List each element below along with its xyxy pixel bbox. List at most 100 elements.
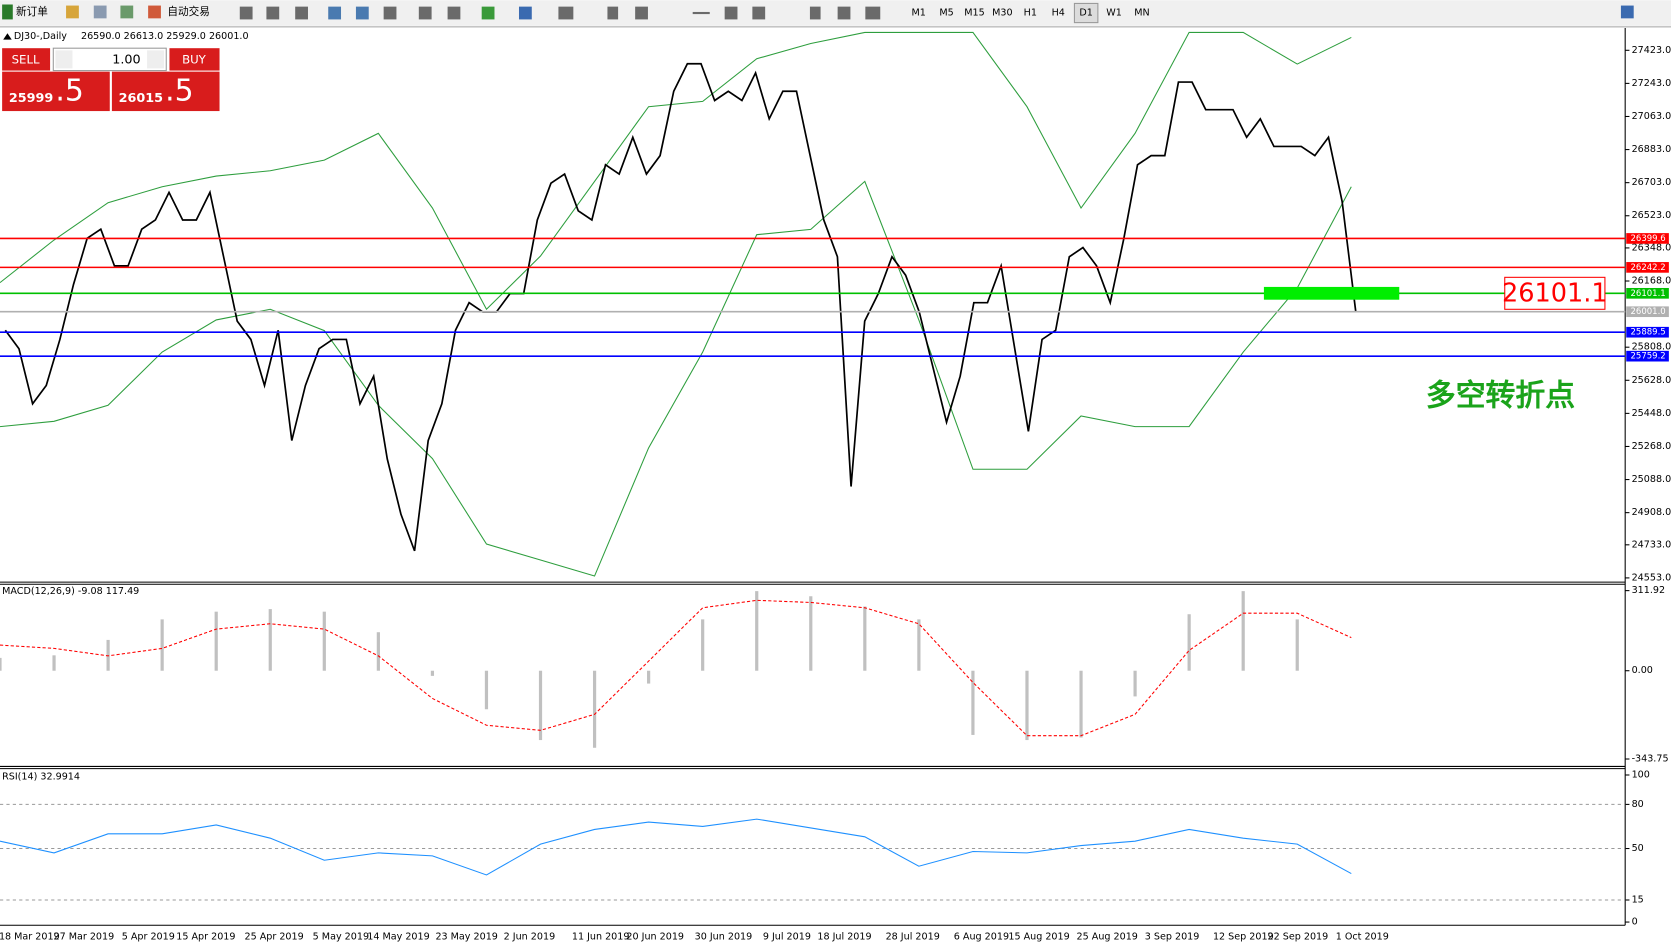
y-tick-label: 27423.0: [1632, 45, 1671, 56]
bid-box[interactable]: [2, 71, 110, 112]
level-label-box: [1626, 306, 1669, 318]
spin-down[interactable]: [55, 50, 73, 69]
sell-label[interactable]: SELL: [12, 52, 40, 66]
icon[interactable]: [383, 6, 397, 20]
marker-label: 26101.1: [1502, 278, 1608, 308]
icon[interactable]: [607, 6, 619, 20]
icon[interactable]: [148, 5, 161, 19]
icon[interactable]: [355, 6, 369, 20]
y-tick-label: 25268.0: [1632, 441, 1671, 452]
x-tick-label: 23 May 2019: [435, 931, 497, 942]
icon[interactable]: [93, 5, 107, 19]
annotation: 多空转折点: [1426, 379, 1575, 414]
x-tick-label: 30 Jun 2019: [695, 931, 753, 942]
timeframe[interactable]: M1: [911, 8, 925, 19]
trade-panel: SELL 1.00 BUY 25999 .5 26015 .5: [2, 47, 220, 112]
macd-bar: [214, 611, 218, 671]
timeframe[interactable]: H1: [1024, 8, 1037, 19]
macd-bar: [1241, 591, 1245, 671]
y-tick-label: 27063.0: [1632, 111, 1671, 122]
icon[interactable]: [328, 6, 342, 20]
x-tick-label: 2 Jun 2019: [504, 931, 556, 942]
y-tick-label: 26703.0: [1632, 177, 1671, 188]
marker-box: [1504, 276, 1606, 310]
y-tick-label: 26883.0: [1632, 144, 1671, 155]
y-tick-label: 0.00: [1632, 665, 1653, 676]
icon[interactable]: [266, 6, 280, 20]
x-tick-label: 5 Apr 2019: [122, 931, 175, 942]
x-tick-label: 12 Sep 2019: [1213, 931, 1274, 942]
timeframe[interactable]: W1: [1106, 8, 1122, 19]
icon[interactable]: [481, 6, 495, 20]
icon[interactable]: [239, 6, 253, 20]
icon[interactable]: [837, 6, 851, 20]
level-label: 26399.6: [1631, 234, 1666, 244]
icon[interactable]: [635, 6, 648, 20]
x-tick-label: 3 Sep 2019: [1145, 931, 1200, 942]
timeframe[interactable]: M5: [939, 8, 953, 19]
icon[interactable]: [2, 4, 13, 20]
chart-title: DJ30-,Daily: [14, 31, 67, 42]
macd-bar: [755, 591, 759, 671]
buy-button[interactable]: [169, 48, 220, 71]
macd-bar: [0, 657, 2, 671]
macd-bar: [1079, 670, 1083, 738]
icon[interactable]: [66, 5, 79, 19]
auto-trading[interactable]: 自动交易: [167, 5, 210, 18]
timeframe[interactable]: H4: [1052, 8, 1065, 19]
x-tick-label: 6 Aug 2019: [954, 931, 1009, 942]
icon[interactable]: [809, 6, 821, 20]
level-label: 26101.1: [1631, 289, 1666, 299]
search[interactable]: [1620, 5, 1634, 19]
lots-value[interactable]: 1.00: [112, 52, 140, 67]
ohlc-header: 26590.0 26613.0 25929.0 26001.0: [81, 31, 249, 42]
buy-label[interactable]: BUY: [182, 52, 207, 66]
icon[interactable]: [558, 6, 574, 20]
y-tick-label: 24553.0: [1632, 572, 1671, 583]
timeframe[interactable]: D1: [1079, 8, 1092, 19]
spin-up[interactable]: [147, 50, 165, 69]
x-tick-label: 25 Aug 2019: [1077, 931, 1138, 942]
ask-box[interactable]: [111, 71, 220, 112]
level-label-box: [1626, 287, 1669, 299]
new-order[interactable]: 新订单: [16, 5, 48, 18]
x-tick-label: 15 Aug 2019: [1008, 931, 1069, 942]
macd-bar: [268, 609, 272, 671]
y-tick-label: 26523.0: [1632, 210, 1671, 221]
macd-bar: [484, 670, 489, 710]
icon[interactable]: [518, 6, 532, 20]
y-tick-label: 0: [1632, 917, 1638, 928]
symbol-arrow[interactable]: [3, 33, 12, 40]
lots-input[interactable]: [52, 47, 167, 72]
x-tick-label: 22 Sep 2019: [1268, 931, 1329, 942]
timeframe[interactable]: M30: [992, 8, 1012, 19]
bollinger-band: [0, 31, 1352, 311]
x-tick-label: 1 Oct 2019: [1336, 931, 1389, 942]
x-tick-label: 5 May 2019: [313, 931, 369, 942]
macd-bar: [1025, 670, 1029, 741]
x-tick-label: 18 Jul 2019: [817, 931, 871, 942]
y-tick-label: 27243.0: [1632, 78, 1671, 89]
active-timeframe: [1073, 2, 1099, 24]
icon[interactable]: [120, 5, 134, 19]
icon[interactable]: [752, 6, 766, 20]
sell-button[interactable]: [2, 48, 51, 71]
y-tick-label: 80: [1632, 799, 1644, 810]
macd-bar: [809, 596, 813, 671]
macd-bar: [52, 655, 56, 671]
ask-main: 26015: [119, 91, 163, 106]
icon[interactable]: [692, 11, 710, 15]
y-tick-label: 25088.0: [1632, 474, 1671, 485]
icon[interactable]: [418, 6, 432, 20]
x-tick-label: 25 Apr 2019: [244, 931, 303, 942]
timeframe[interactable]: M15: [964, 8, 984, 19]
level-label: 25889.5: [1631, 328, 1666, 338]
icon[interactable]: [865, 6, 881, 20]
icon[interactable]: [295, 6, 308, 20]
icon[interactable]: [447, 6, 461, 20]
x-tick-label: 14 May 2019: [367, 931, 429, 942]
icon[interactable]: [724, 6, 738, 20]
timeframe[interactable]: MN: [1134, 8, 1149, 19]
y-tick-label: 15: [1632, 894, 1644, 905]
